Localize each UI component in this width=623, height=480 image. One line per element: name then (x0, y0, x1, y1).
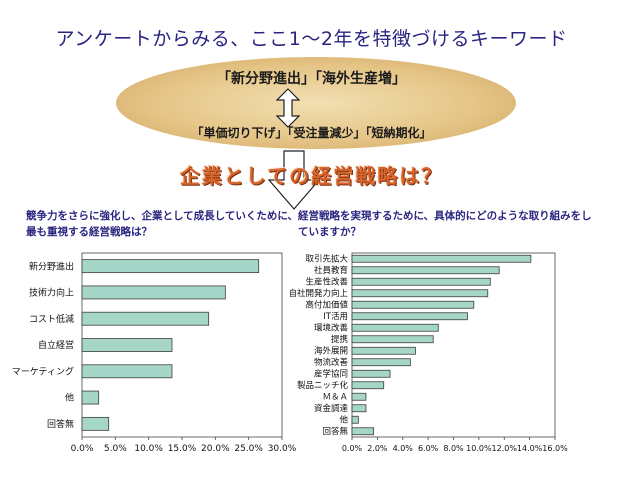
bar (81, 364, 173, 379)
x-tick-label: 6.0% (418, 444, 439, 453)
category-label: 回答無 (47, 418, 74, 430)
x-tick-label: 5.0% (104, 444, 127, 454)
strategy-heading: 企業としての経営戦略は？ (179, 164, 444, 188)
category-label: 製品ニッチ化 (297, 380, 349, 391)
category-label: 物流改善 (314, 357, 349, 368)
bar (81, 416, 110, 431)
bar (351, 254, 532, 263)
bar (351, 369, 391, 378)
x-tick-label: 4.0% (393, 444, 414, 453)
keywords-top: 「新分野進出」「海外生産増」 (217, 71, 406, 87)
category-label: 他 (65, 392, 74, 404)
category-label: 新分野進出 (29, 260, 74, 272)
x-tick-label: 10.0% (466, 444, 492, 453)
bar (351, 358, 411, 367)
category-label: 産学協同 (314, 369, 348, 380)
category-label: 社員教育 (314, 265, 348, 276)
category-label: 技術力向上 (29, 287, 74, 299)
bar (351, 277, 491, 286)
x-tick-label: 30.0% (268, 444, 297, 454)
x-tick-label: 2.0% (367, 444, 388, 453)
x-tick-label: 16.0% (542, 444, 568, 453)
page-title: アンケートからみる、ここ1～2年を特徴づけるキーワード (55, 28, 568, 50)
category-label: 資金調達 (314, 403, 349, 414)
bar (351, 415, 359, 424)
category-label: 他 (339, 415, 348, 426)
category-label: 取引先拡大 (305, 254, 348, 265)
x-tick-label: 15.0% (168, 444, 197, 454)
x-tick-label: 12.0% (492, 444, 518, 453)
x-tick-label: 20.0% (201, 444, 230, 454)
bar (351, 289, 489, 298)
bar (81, 259, 260, 274)
category-label: 回答無 (322, 426, 348, 437)
bar (351, 323, 439, 332)
category-label: 提携 (331, 334, 348, 345)
double-arrow-icon (276, 88, 300, 128)
bar (81, 338, 173, 352)
category-label: 自立経営 (38, 339, 74, 351)
bar (351, 300, 475, 309)
category-label: 海外展開 (314, 346, 348, 357)
x-tick-label: 0.0% (71, 444, 94, 454)
keywords-bottom: 「単価切り下げ」「受注量減少」「短納期化」 (191, 126, 432, 140)
right-bar-chart: 取引先拡大社員教育生産性改善自社開発力向上高付加価値IT活用環境改善提携海外展開… (290, 252, 568, 453)
bar (81, 285, 226, 300)
bar (81, 311, 210, 326)
category-label: マーケティング (12, 365, 74, 377)
x-tick-label: 8.0% (443, 444, 464, 453)
category-label: 高付加価値 (305, 300, 348, 311)
category-label: 生産性改善 (305, 277, 348, 288)
x-tick-label: 0.0% (342, 444, 363, 453)
bar (351, 335, 434, 344)
left-chart-question: 競争力をさらに強化し、企業として成長していくために、最も重視する経営戦略は？ (26, 210, 299, 238)
right-chart-question: 経営戦略を実現するために、具体的にどのような取り組みをしていますか？ (298, 210, 592, 238)
bar (351, 404, 367, 413)
x-tick-label: 10.0% (134, 444, 163, 454)
category-label: IT活用 (323, 311, 348, 322)
category-label: 環境改善 (314, 323, 349, 334)
x-tick-label: 14.0% (517, 444, 543, 453)
bar (81, 390, 100, 405)
keyword-ellipse (116, 57, 516, 149)
x-tick-label: 25.0% (234, 444, 263, 454)
bar (351, 266, 500, 275)
category-label: 自社開発力向上 (290, 288, 348, 299)
category-label: Ｍ＆Ａ (322, 393, 348, 403)
bar (351, 427, 374, 436)
down-arrow-icon (268, 150, 320, 210)
category-label: コスト低減 (29, 313, 74, 325)
bar (351, 392, 367, 401)
bar (351, 346, 416, 355)
bar (351, 312, 468, 321)
bar (351, 381, 385, 390)
